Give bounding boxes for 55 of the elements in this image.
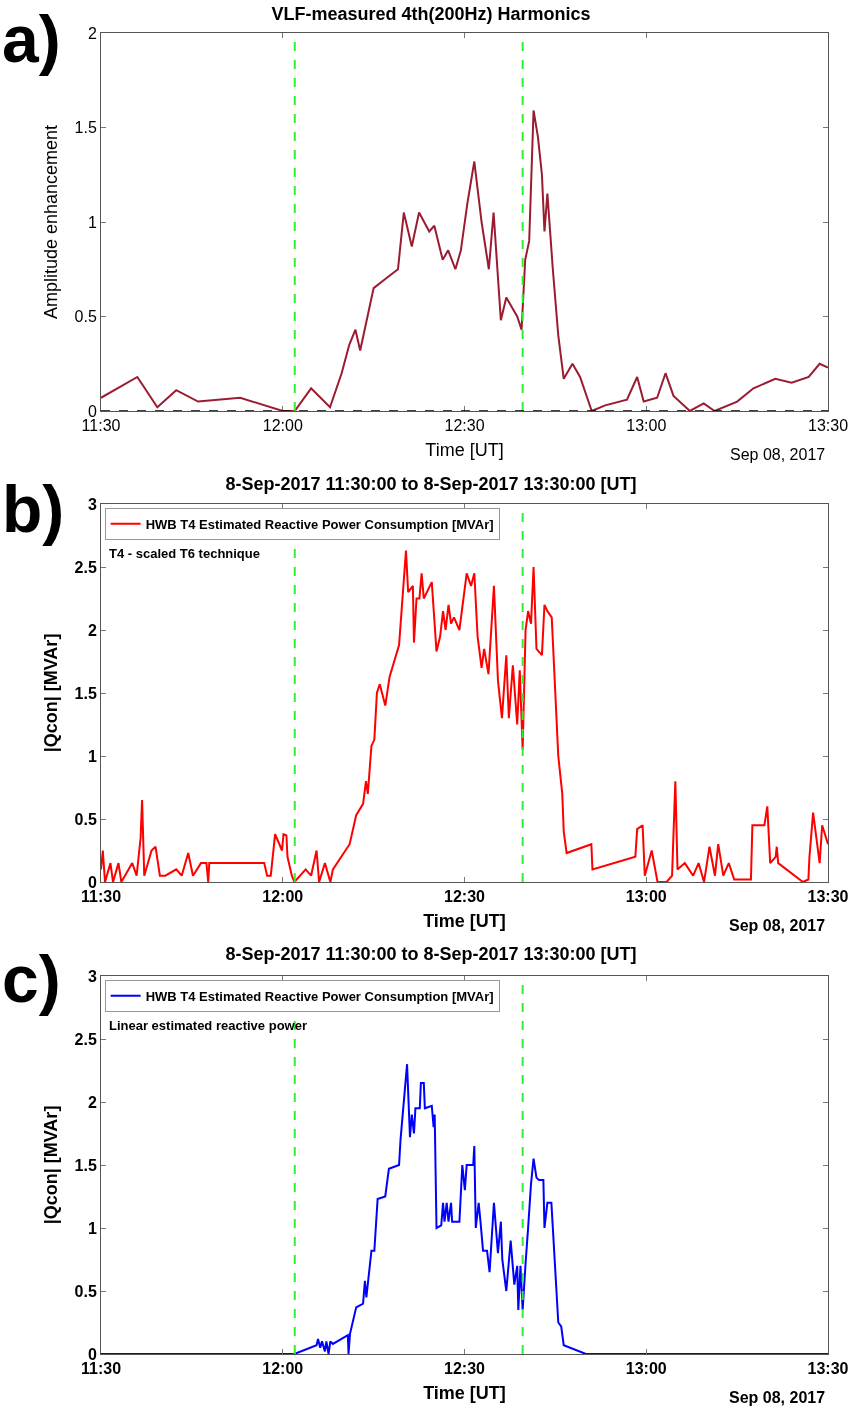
x-axis-title: Time [UT] xyxy=(423,1383,506,1404)
y-tick-label: 1.5 xyxy=(74,1156,97,1174)
y-tick-label: 2.5 xyxy=(74,558,97,576)
x-tick-label: 12:30 xyxy=(444,888,486,906)
chart-title: VLF-measured 4th(200Hz) Harmonics xyxy=(271,3,591,24)
chart-title: 8-Sep-2017 11:30:00 to 8-Sep-2017 13:30:00 [UT] xyxy=(225,473,637,494)
x-tick-label: 12:00 xyxy=(262,888,304,906)
x-tick-label: 13:30 xyxy=(807,888,849,906)
x-tick-label: 11:30 xyxy=(80,1360,122,1378)
y-axis-title: |Qcon| [MVAr] xyxy=(40,1105,61,1225)
x-tick-label: 12:30 xyxy=(444,1360,486,1378)
x-axis-title: Time [UT] xyxy=(423,911,506,932)
text: c) xyxy=(2,942,61,1016)
x-tick-label: 13:30 xyxy=(807,1360,849,1378)
y-axis-title: |Qcon| [MVAr] xyxy=(40,633,61,753)
text: a) xyxy=(2,2,61,76)
y-tick-label: 1 xyxy=(87,213,97,231)
y-tick-label: 1.5 xyxy=(74,119,97,137)
y-tick-label: 1 xyxy=(87,1219,97,1237)
x-tick-label: 13:30 xyxy=(807,417,849,435)
y-tick-label: 0 xyxy=(87,873,97,891)
x-tick-label: 12:00 xyxy=(262,1360,304,1378)
legend-label: HWB T4 Estimated Reactive Power Consumption [MVAr] xyxy=(145,516,494,532)
x-axis-title: Time [UT] xyxy=(425,440,504,461)
y-tick-label: 0.5 xyxy=(74,308,97,326)
annotation: T4 - scaled T6 technique xyxy=(109,546,260,561)
y-tick-label: 2 xyxy=(87,24,97,42)
y-tick-label: 2.5 xyxy=(74,1030,97,1048)
text: Sep 08, 2017 xyxy=(730,446,826,463)
x-tick-label: 13:00 xyxy=(625,888,667,906)
text: b) xyxy=(2,472,65,546)
y-tick-label: 0 xyxy=(87,402,97,420)
line-series xyxy=(101,1063,828,1354)
legend-label: HWB T4 Estimated Reactive Power Consumption [MVAr] xyxy=(145,988,494,1004)
y-tick-label: 3 xyxy=(87,495,97,513)
line-series xyxy=(101,109,828,411)
y-tick-label: 0.5 xyxy=(74,810,97,828)
x-tick-label: 13:00 xyxy=(626,417,667,435)
y-tick-label: 2 xyxy=(87,621,97,639)
x-tick-label: 11:30 xyxy=(80,888,122,906)
y-axis-title: Amplitude enhancement xyxy=(40,124,61,320)
y-tick-label: 2 xyxy=(87,1093,97,1111)
y-tick-label: 3 xyxy=(87,967,97,985)
x-tick-label: 12:00 xyxy=(262,417,303,435)
y-tick-label: 1 xyxy=(87,747,97,765)
y-tick-label: 0 xyxy=(87,1345,97,1363)
y-tick-label: 1.5 xyxy=(74,684,97,702)
x-tick-label: 12:30 xyxy=(444,417,485,435)
chart-title: 8-Sep-2017 11:30:00 to 8-Sep-2017 13:30:00 [UT] xyxy=(225,943,637,964)
x-tick-label: 11:30 xyxy=(81,417,121,435)
text: Sep 08, 2017 xyxy=(729,917,826,934)
x-tick-label: 13:00 xyxy=(625,1360,667,1378)
y-tick-label: 0.5 xyxy=(74,1282,97,1300)
line-series xyxy=(101,549,828,882)
text: Sep 08, 2017 xyxy=(729,1389,826,1406)
